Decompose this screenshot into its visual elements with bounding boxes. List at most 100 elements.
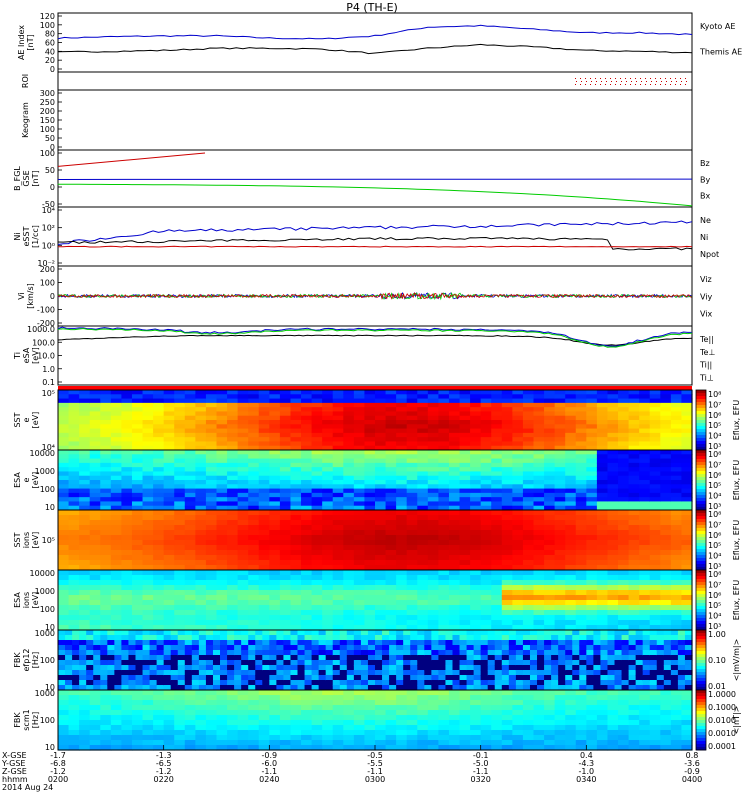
spectrogram-cell: [322, 488, 334, 494]
spectrogram-cell: [79, 745, 91, 751]
spectrogram-cell: [311, 462, 323, 468]
spectrogram-cell: [480, 467, 492, 473]
spectrogram-cell: [607, 525, 619, 531]
spectrogram-cell: [156, 675, 165, 681]
spectrogram-cell: [501, 610, 513, 616]
spectrogram-cell: [227, 402, 239, 408]
spectrogram-cell: [100, 650, 108, 656]
spectrogram-cell: [522, 555, 535, 561]
spectrogram-cell: [670, 467, 683, 473]
spectrogram-cell: [135, 650, 144, 656]
spectrogram-cell: [322, 620, 334, 626]
spectrogram-cell: [596, 407, 609, 413]
spectrogram-cell: [681, 390, 693, 395]
ytick-label: 10: [45, 683, 55, 692]
spectrogram-cell: [607, 530, 619, 536]
spectrogram-cell: [79, 525, 91, 531]
spectrogram-cell: [470, 695, 482, 701]
spectrogram-cell: [318, 685, 327, 691]
ylabel-ti: Ti: [13, 352, 22, 360]
spectrogram-cell: [258, 515, 270, 521]
spectrogram-cell: [491, 700, 503, 706]
spectrogram-cell: [58, 432, 70, 438]
spectrogram-cell: [642, 670, 651, 676]
spectrogram-cell: [100, 735, 112, 741]
spectrogram-cell: [396, 590, 408, 596]
spectrogram-cell: [311, 630, 320, 636]
spectrogram-cell: [339, 685, 348, 691]
spectrogram-cell: [184, 450, 196, 455]
spectrogram-cell: [343, 432, 355, 438]
spectrogram-cell: [258, 595, 270, 601]
spectrogram-cell: [79, 605, 91, 611]
spectrogram-cell: [121, 458, 133, 464]
roi-mark: [576, 81, 577, 82]
spectrogram-cell: [445, 675, 454, 681]
spectrogram-cell: [396, 600, 408, 606]
spectrogram-cell: [396, 665, 404, 671]
spectrogram-cell: [470, 725, 482, 731]
roi-mark: [661, 81, 662, 82]
spectrogram-cell: [163, 484, 175, 490]
spectrogram-cell: [586, 590, 598, 596]
ytick-label: 80: [45, 30, 55, 39]
spectrogram-cell: [174, 745, 186, 751]
spectrogram-cell: [364, 475, 376, 481]
spectrogram-cell: [480, 660, 489, 666]
spectrogram-cell: [512, 458, 524, 464]
spectrogram-cell: [269, 555, 281, 561]
spectrogram-cell: [522, 458, 535, 464]
spectrogram-cell: [427, 488, 439, 494]
spectrogram-cell: [544, 535, 556, 541]
spectrogram-cell: [58, 510, 70, 516]
spectrogram-cell: [234, 680, 242, 686]
spectrogram-cell: [290, 725, 302, 731]
spectrogram-cell: [121, 645, 130, 651]
spectrogram-cell: [279, 428, 292, 434]
spectrogram-cell: [621, 665, 630, 671]
spectrogram-cell: [279, 625, 292, 631]
spectrogram-cell: [156, 650, 165, 656]
spectrogram-cell: [677, 675, 686, 681]
spectrogram-cell: [522, 660, 531, 666]
spectrogram-cell: [512, 560, 524, 566]
spectrogram-cell: [205, 497, 218, 503]
spectrogram-cell: [237, 450, 249, 455]
spectrogram-cell: [480, 501, 492, 507]
spectrogram-cell: [353, 560, 366, 566]
spectrogram-cell: [93, 665, 101, 671]
spectrogram-cell: [163, 437, 175, 443]
spectrogram-cell: [290, 630, 299, 636]
spectrogram-cell: [131, 540, 144, 546]
spectrogram-cell: [533, 407, 545, 413]
spectrogram-cell: [607, 685, 616, 691]
spectrogram-cell: [575, 570, 587, 576]
spectrogram-cell: [544, 560, 556, 566]
spectrogram-cell: [554, 407, 566, 413]
spectrogram-cell: [554, 488, 566, 494]
spectrogram-cell: [142, 390, 154, 395]
spectrogram-cell: [237, 625, 249, 631]
spectrogram-cell: [353, 590, 366, 596]
spectrogram-cell: [332, 675, 341, 681]
spectrogram-cell: [353, 665, 362, 671]
spectrogram-cell: [396, 680, 404, 686]
spectrogram-cell: [58, 565, 70, 571]
spectrogram-cell: [575, 575, 587, 581]
spectrogram-cell: [68, 471, 80, 477]
spectrogram-cell: [332, 390, 344, 395]
spectrogram-cell: [628, 630, 637, 636]
spectrogram-cell: [110, 540, 122, 546]
spectrogram-cell: [554, 505, 566, 511]
spectrogram-cell: [163, 535, 175, 541]
spectrogram-cell: [537, 640, 545, 646]
spectrogram-cell: [614, 655, 623, 661]
roi-mark: [665, 84, 666, 85]
spectrogram-cell: [575, 560, 587, 566]
spectrogram-cell: [480, 670, 489, 676]
spectrogram-cell: [79, 590, 91, 596]
spectrogram-cell: [174, 420, 186, 425]
spectrogram-cell: [258, 525, 270, 531]
spectrogram-cell: [681, 407, 693, 413]
spectrogram-cell: [607, 640, 616, 646]
